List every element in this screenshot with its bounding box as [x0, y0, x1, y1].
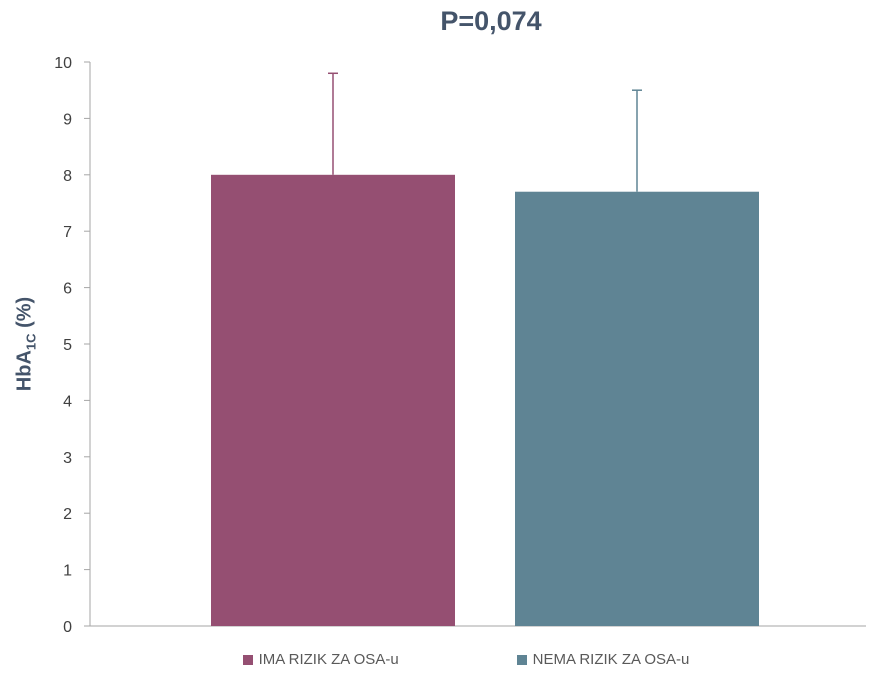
y-tick-label: 6	[63, 281, 72, 298]
y-tick-label: 1	[63, 563, 72, 580]
y-tick-label: 3	[63, 450, 72, 467]
legend-item-1: IMA RIZIK ZA OSA-u	[242, 651, 399, 668]
y-tick-label: 8	[63, 168, 72, 185]
legend: IMA RIZIK ZA OSA-u NEMA RIZIK ZA OSA-u	[0, 651, 872, 668]
legend-swatch-2	[516, 654, 527, 665]
bar-2	[515, 191, 759, 626]
y-tick-label: 5	[63, 337, 72, 354]
legend-label-2: NEMA RIZIK ZA OSA-u	[532, 651, 690, 668]
y-tick-label: 7	[63, 224, 72, 241]
legend-swatch-1	[242, 654, 253, 665]
y-tick-label: 9	[63, 111, 72, 128]
y-tick-label: 10	[54, 55, 72, 72]
legend-item-2: NEMA RIZIK ZA OSA-u	[516, 651, 690, 668]
bar-1	[211, 174, 455, 627]
y-tick-label: 0	[63, 619, 72, 636]
y-tick-label: 4	[63, 393, 72, 410]
legend-label-1: IMA RIZIK ZA OSA-u	[258, 651, 399, 668]
chart-title: P=0,074	[440, 6, 542, 36]
y-tick-label: 2	[63, 506, 72, 523]
